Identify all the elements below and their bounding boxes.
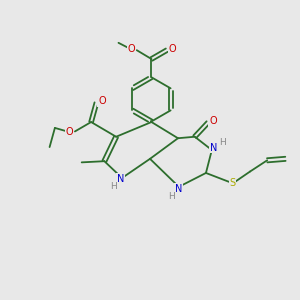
Text: N: N [210, 142, 217, 153]
Text: O: O [127, 44, 135, 54]
Text: H: H [219, 138, 226, 147]
Text: O: O [65, 127, 73, 137]
Text: O: O [98, 96, 106, 106]
Text: N: N [175, 184, 182, 194]
Text: S: S [230, 178, 236, 188]
Text: H: H [168, 192, 175, 201]
Text: H: H [110, 182, 117, 191]
Text: N: N [117, 174, 124, 184]
Text: O: O [209, 116, 217, 126]
Text: O: O [169, 44, 176, 54]
